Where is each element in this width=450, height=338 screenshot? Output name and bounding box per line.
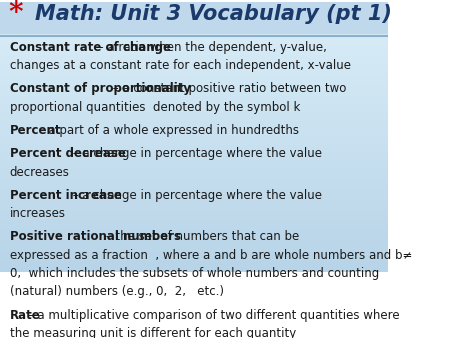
Text: Math: Unit 3 Vocabulary (pt 1): Math: Unit 3 Vocabulary (pt 1) [35, 4, 392, 24]
Text: increases: increases [10, 207, 66, 220]
Text: proportional quantities  denoted by the symbol k: proportional quantities denoted by the s… [10, 101, 300, 114]
Text: – a ratio when the dependent, y-value,: – a ratio when the dependent, y-value, [94, 41, 327, 54]
Text: Positive rational numbers: Positive rational numbers [10, 231, 181, 243]
Text: *: * [8, 0, 23, 27]
Text: Percent increase: Percent increase [10, 189, 122, 202]
Text: Rate: Rate [10, 309, 40, 322]
Text: – a change in percentage where the value: – a change in percentage where the value [68, 189, 322, 202]
Text: – the set of numbers that can be: – the set of numbers that can be [102, 231, 299, 243]
Text: the measuring unit is different for each quantity: the measuring unit is different for each… [10, 327, 296, 338]
Text: Percent decrease: Percent decrease [10, 147, 126, 160]
Text: changes at a constant rate for each independent, x-value: changes at a constant rate for each inde… [10, 59, 351, 72]
Text: – a constant positive ratio between two: – a constant positive ratio between two [109, 82, 346, 95]
Text: Constant rate of change: Constant rate of change [10, 41, 171, 54]
Text: – a multiplicative comparison of two different quantities where: – a multiplicative comparison of two dif… [24, 309, 400, 322]
FancyBboxPatch shape [0, 2, 387, 34]
Text: Constant of proportionality: Constant of proportionality [10, 82, 191, 95]
Text: expressed as a fraction  , where a and b are whole numbers and b≠: expressed as a fraction , where a and b … [10, 249, 412, 262]
Text: – a part of a whole expressed in hundredths: – a part of a whole expressed in hundred… [36, 124, 299, 137]
Text: – a change in percentage where the value: – a change in percentage where the value [68, 147, 322, 160]
Text: 0,  which includes the subsets of whole numbers and counting: 0, which includes the subsets of whole n… [10, 267, 379, 280]
Text: Percent: Percent [10, 124, 61, 137]
Text: decreases: decreases [10, 166, 70, 178]
Text: (natural) numbers (e.g., 0,  2,   etc.): (natural) numbers (e.g., 0, 2, etc.) [10, 285, 224, 298]
